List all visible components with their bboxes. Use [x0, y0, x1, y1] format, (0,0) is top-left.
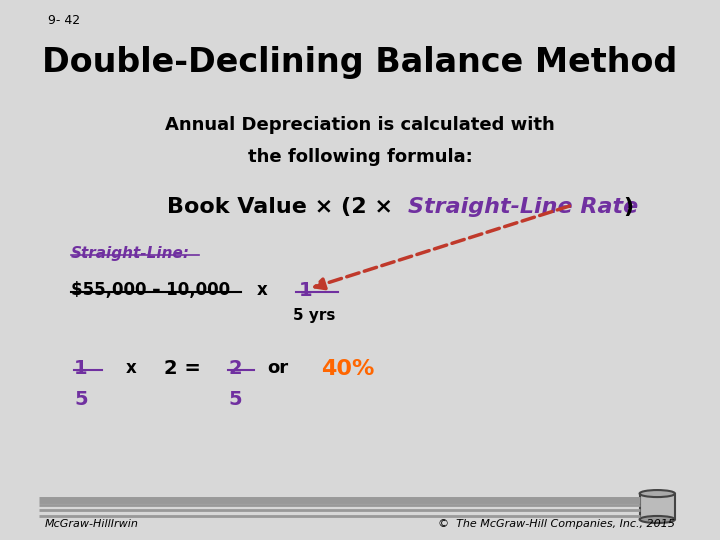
Text: 2: 2 [228, 359, 242, 378]
Text: Book Value × (2 ×: Book Value × (2 × [167, 197, 401, 217]
Text: Annual Depreciation is calculated with: Annual Depreciation is calculated with [165, 116, 555, 134]
Text: 1: 1 [74, 359, 88, 378]
Text: Straight-Line Rate: Straight-Line Rate [408, 197, 639, 217]
Text: 5: 5 [228, 390, 242, 409]
Text: or: or [267, 359, 288, 377]
Ellipse shape [639, 490, 675, 497]
Text: the following formula:: the following formula: [248, 148, 472, 166]
Text: x: x [257, 281, 268, 299]
Text: Double-Declining Balance Method: Double-Declining Balance Method [42, 46, 678, 79]
Text: 5: 5 [74, 390, 88, 409]
Text: McGraw-HillIrwin: McGraw-HillIrwin [45, 519, 139, 530]
Text: 9- 42: 9- 42 [48, 14, 81, 26]
Text: 2 =: 2 = [164, 359, 201, 378]
Text: 5 yrs: 5 yrs [292, 308, 335, 323]
Text: ©  The McGraw-Hill Companies, Inc., 2015: © The McGraw-Hill Companies, Inc., 2015 [438, 519, 675, 530]
Text: ): ) [624, 197, 634, 217]
Text: x: x [125, 359, 136, 377]
Bar [639, 494, 675, 519]
Text: 1: 1 [299, 281, 312, 300]
Ellipse shape [639, 516, 675, 523]
Text: $55,000 – 10,000: $55,000 – 10,000 [71, 281, 230, 299]
Text: Straight-Line:: Straight-Line: [71, 246, 190, 261]
Text: 40%: 40% [321, 359, 375, 379]
